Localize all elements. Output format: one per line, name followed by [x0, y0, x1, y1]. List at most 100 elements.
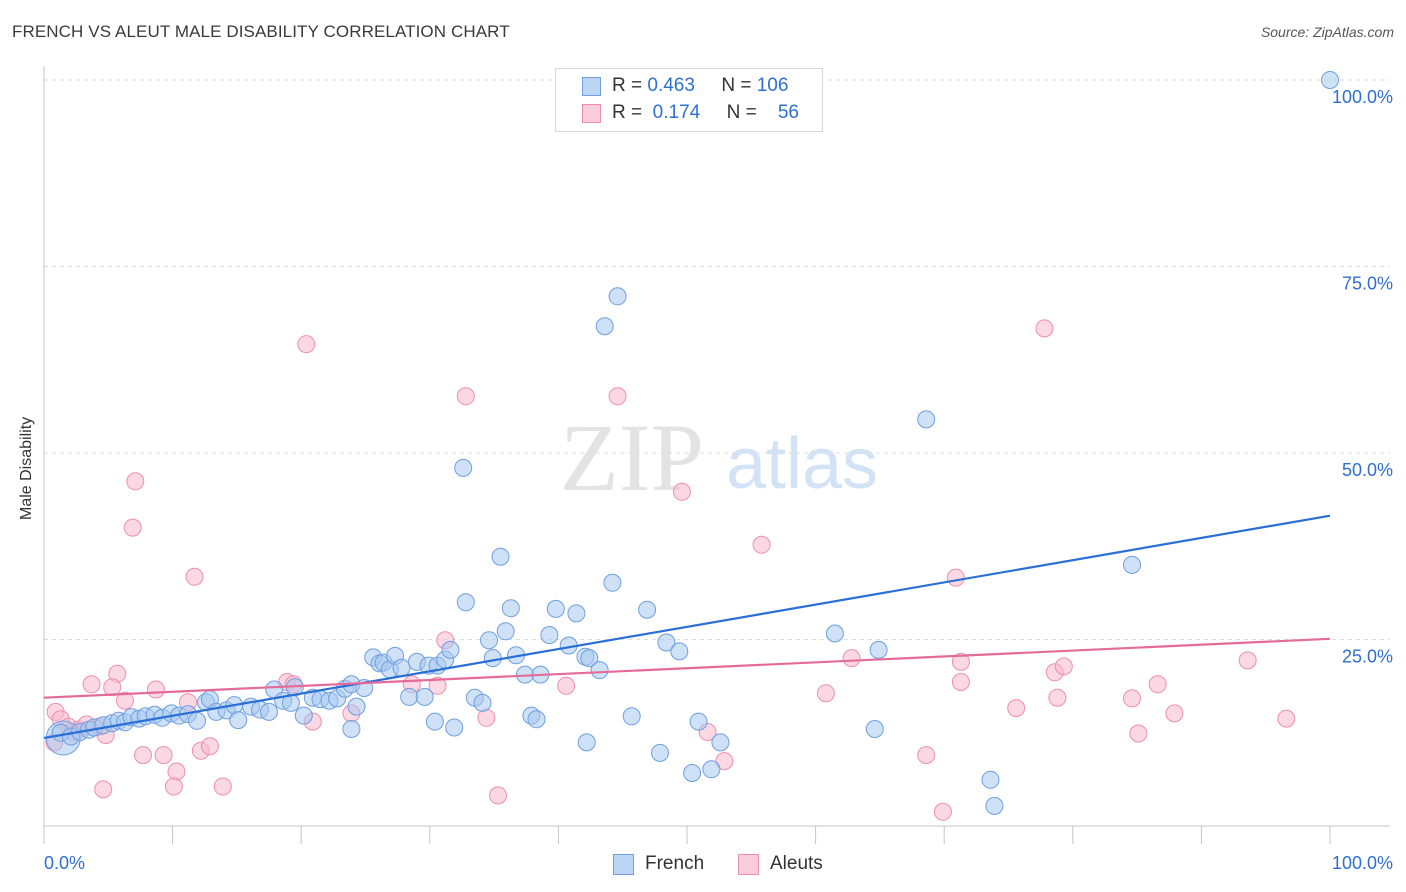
- point-french: [188, 711, 206, 730]
- point-french: [347, 697, 366, 716]
- point-french: [981, 770, 1000, 789]
- point-aleuts: [126, 472, 145, 491]
- point-french: [473, 693, 492, 712]
- point-aleuts: [477, 708, 496, 727]
- point-aleuts: [951, 652, 970, 671]
- point-french: [917, 410, 936, 429]
- point-aleuts: [917, 746, 936, 765]
- point-french: [608, 287, 627, 306]
- data-points: [45, 71, 1339, 821]
- point-aleuts: [946, 568, 965, 587]
- point-french: [400, 687, 419, 706]
- gridlines: [44, 79, 1390, 640]
- point-aleuts: [816, 684, 835, 703]
- point-aleuts: [752, 535, 771, 554]
- n-value-aleuts: 56: [777, 102, 799, 123]
- point-french: [540, 626, 559, 644]
- point-french: [496, 622, 515, 641]
- point-french: [622, 707, 641, 726]
- tick-labels: 25.0% 50.0% 75.0% 100.0% 0.0% 100.0%: [44, 87, 1393, 873]
- point-french: [670, 642, 689, 661]
- point-french: [342, 720, 361, 738]
- point-aleuts: [297, 335, 316, 354]
- point-aleuts: [1277, 709, 1296, 728]
- point-french: [260, 702, 278, 721]
- n-label: N =: [721, 75, 752, 96]
- point-aleuts: [167, 762, 186, 781]
- n-value-french: 106: [756, 75, 789, 96]
- point-french: [456, 593, 475, 612]
- point-french: [711, 733, 730, 752]
- y-tick-label: 75.0%: [1342, 274, 1393, 294]
- r-value-french: 0.463: [647, 75, 695, 96]
- point-aleuts: [94, 780, 113, 799]
- r-value-aleuts: 0.174: [652, 102, 701, 123]
- point-aleuts: [608, 387, 627, 406]
- point-aleuts: [185, 567, 204, 586]
- point-french: [546, 599, 565, 618]
- point-french: [869, 640, 888, 659]
- point-aleuts: [672, 482, 691, 501]
- point-aleuts: [213, 777, 232, 796]
- source-note: Source: ZipAtlas.com: [1260, 24, 1394, 40]
- point-aleuts: [1123, 689, 1141, 708]
- point-french: [825, 624, 844, 643]
- point-aleuts: [1165, 704, 1184, 723]
- point-french: [480, 631, 498, 650]
- point-french: [985, 796, 1004, 815]
- point-french: [445, 718, 464, 737]
- point-french: [294, 706, 313, 725]
- r-label: R =: [612, 75, 643, 96]
- point-aleuts: [1048, 688, 1067, 707]
- point-french: [483, 649, 502, 668]
- point-aleuts: [123, 518, 142, 537]
- point-french: [491, 547, 510, 566]
- french-swatch: [582, 77, 601, 96]
- point-aleuts: [1035, 319, 1054, 338]
- point-aleuts: [1129, 724, 1148, 743]
- aleuts-swatch: [582, 104, 601, 123]
- point-french: [441, 640, 460, 659]
- n-label: N =: [726, 102, 757, 123]
- point-aleuts: [842, 649, 861, 668]
- point-french: [683, 764, 702, 782]
- point-french: [425, 712, 444, 731]
- point-aleuts: [134, 746, 152, 765]
- point-french: [501, 599, 520, 618]
- y-tick-label: 50.0%: [1342, 460, 1393, 480]
- point-aleuts: [1148, 675, 1167, 694]
- point-aleuts: [1238, 651, 1257, 670]
- point-french: [638, 600, 657, 619]
- series-legend: French Aleuts: [0, 852, 1406, 878]
- x-tick-label: 0.0%: [44, 853, 85, 873]
- point-aleuts: [933, 802, 952, 821]
- point-french: [702, 760, 721, 779]
- y-tick-label: 25.0%: [1342, 647, 1393, 667]
- point-aleuts: [146, 680, 165, 699]
- point-french: [527, 710, 546, 729]
- point-french: [651, 743, 669, 762]
- point-aleuts: [200, 737, 219, 756]
- point-aleuts: [1007, 699, 1026, 718]
- aleuts-swatch: [738, 854, 759, 875]
- point-aleuts: [489, 786, 507, 805]
- point-french: [580, 649, 599, 668]
- trendline-french: [43, 514, 1331, 740]
- point-aleuts: [715, 752, 734, 771]
- y-tick-label: 100.0%: [1332, 87, 1393, 107]
- point-french: [689, 712, 708, 731]
- chart-title: FRENCH VS ALEUT MALE DISABILITY CORRELAT…: [12, 22, 510, 41]
- point-aleuts: [557, 676, 576, 695]
- watermark-atlas: atlas: [726, 424, 878, 504]
- point-french: [415, 687, 434, 706]
- point-aleuts: [428, 676, 447, 695]
- point-aleuts: [82, 675, 101, 694]
- trend-lines: [43, 514, 1331, 740]
- r-label: R =: [612, 102, 643, 123]
- point-french: [1123, 555, 1141, 574]
- correlation-legend: R = 0.463 N = 106 R = 0.174 N = 56: [555, 68, 823, 132]
- point-french: [595, 317, 614, 336]
- point-french: [603, 573, 622, 592]
- point-french: [590, 661, 609, 680]
- point-aleuts: [1054, 657, 1073, 676]
